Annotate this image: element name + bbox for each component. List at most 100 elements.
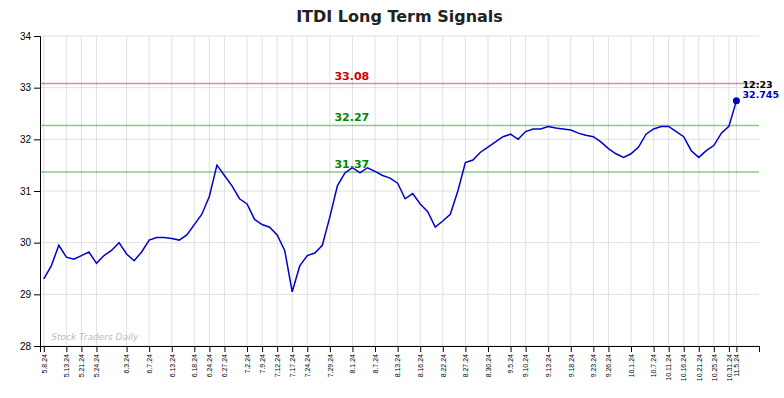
grid-line-x [375,36,376,346]
x-tick: 7.9.24 [259,346,266,373]
grid-line-y [40,294,759,295]
x-tick-mark [729,346,730,352]
x-tick-label: 9.23.24 [590,354,597,377]
x-axis: 5.8.245.13.245.21.245.24.246.3.246.7.246… [41,346,760,381]
grid-line-x [525,36,526,346]
x-tick: 10.16.24 [680,346,687,381]
grid-line-y [40,87,759,88]
grid-line-x [171,36,172,346]
grid-line-x [66,36,67,346]
y-tick-label: 31 [20,186,32,197]
grid-line-x [570,36,571,346]
x-tick-label: 9.26.24 [605,354,612,377]
x-tick-label: 11.5.24 [733,354,740,377]
x-tick-mark [277,346,278,352]
grid-line-x [510,36,511,346]
x-tick-mark [96,346,97,352]
grid-line-x [420,36,421,346]
x-tick-label: 8.1.24 [349,354,356,374]
x-tick-label: 7.2.24 [244,354,251,374]
x-tick-mark [593,346,594,352]
x-tick: 7.24.24 [304,346,311,377]
y-tick-label: 28 [20,341,32,352]
x-tick: 8.22.24 [440,346,447,377]
x-tick: 7.12.24 [274,346,281,377]
grid-line-x [277,36,278,346]
x-tick: 5.24.24 [93,346,100,377]
y-axis: 28 29 30 31 32 33 34 [20,31,41,352]
x-tick-label: 7.9.24 [259,354,266,374]
x-tick: 11.5.24 [733,346,740,377]
grid-line-x [194,36,195,346]
x-tick: 6.24.24 [206,346,213,377]
y-tick-label: 34 [20,31,32,42]
x-tick-mark [526,346,527,352]
y-tick: 28 [20,341,40,352]
x-tick: 5.21.24 [78,346,85,377]
x-tick: 10.31.24 [726,346,733,381]
x-axis-line [41,347,760,353]
x-tick: 9.26.24 [605,346,612,377]
y-tick-label: 30 [20,237,32,248]
x-tick: 6.13.24 [168,346,175,377]
grid [40,36,759,346]
x-tick-label: 8.7.24 [372,354,379,374]
x-tick-mark [224,346,225,352]
grid-line-x [149,36,150,346]
grid-line-x [96,36,97,346]
grid-line-y [40,191,759,192]
grid-line-x [224,36,225,346]
x-tick-mark [699,346,700,352]
grid-line-x [292,36,293,346]
x-tick-mark [127,346,128,352]
grid-line-x [307,36,308,346]
line [44,101,737,292]
x-tick: 5.8.24 [41,346,48,373]
x-tick-mark [209,346,210,352]
annotation: 12:23 [742,79,772,90]
grid-line-x [247,36,248,346]
reference-line [40,83,759,85]
x-tick: 9.18.24 [568,346,575,377]
grid-line-x [683,36,684,346]
y-tick-mark [34,294,40,295]
watermark: Stock Traders Daily [51,332,139,342]
x-tick-mark [714,346,715,352]
reference-label: 32.27 [334,111,369,124]
grid-line-x [329,36,330,346]
grid-line-y [40,139,759,140]
x-tick-mark [511,346,512,352]
y-tick: 33 [20,82,40,93]
x-tick-mark [571,346,572,352]
grid-line-x [728,36,729,346]
x-tick-mark [608,346,609,352]
y-tick-mark [34,139,40,140]
x-tick: 6.18.24 [191,346,198,377]
x-tick: 10.11.24 [665,346,672,381]
x-tick-label: 8.13.24 [394,354,401,377]
grid-line-x [713,36,714,346]
x-tick-mark [194,346,195,352]
x-tick-mark [172,346,173,352]
y-tick-label: 29 [20,289,32,300]
grid-line-x [209,36,210,346]
x-tick: 6.3.24 [123,346,130,373]
x-tick: 7.29.24 [327,346,334,377]
grid-line-x [668,36,669,346]
y-tick: 32 [20,134,40,145]
grid-line-x [698,36,699,346]
x-tick-label: 6.3.24 [123,354,130,374]
x-tick-mark [247,346,248,352]
x-tick-mark [398,346,399,352]
x-tick-mark [375,346,376,352]
x-tick: 10.25.24 [711,346,718,381]
x-tick-label: 10.11.24 [665,354,672,381]
y-tick-mark [34,191,40,192]
x-tick-label: 6.27.24 [221,354,228,377]
x-tick-label: 10.31.24 [726,354,733,381]
x-tick-mark [81,346,82,352]
y-tick: 30 [20,237,40,248]
x-tick-mark [736,346,737,352]
x-tick-label: 5.8.24 [41,354,48,374]
x-tick: 6.27.24 [221,346,228,377]
